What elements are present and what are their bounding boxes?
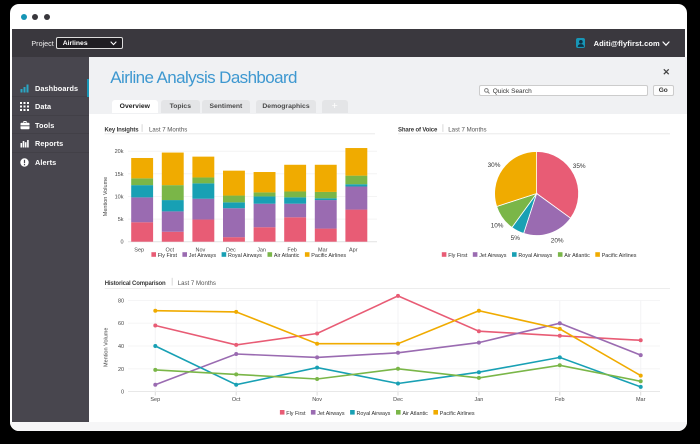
svg-text:Jan: Jan [474, 396, 483, 402]
svg-text:Mention Volume: Mention Volume [103, 327, 109, 366]
svg-text:Pacific Airlines: Pacific Airlines [311, 253, 346, 259]
svg-text:Historical Comparison: Historical Comparison [105, 281, 166, 287]
svg-text:Oct: Oct [166, 247, 175, 253]
svg-text:Fly First: Fly First [158, 253, 178, 259]
svg-text:10%: 10% [491, 222, 504, 229]
svg-text:Jet Airways: Jet Airways [189, 253, 217, 259]
svg-text:30%: 30% [488, 162, 501, 169]
svg-text:Dec: Dec [226, 247, 236, 253]
svg-text:20k: 20k [115, 149, 124, 155]
svg-text:Royal Airways: Royal Airways [518, 253, 552, 259]
svg-text:Jet Airways: Jet Airways [479, 253, 507, 259]
svg-text:Pacific Airlines: Pacific Airlines [602, 253, 637, 259]
svg-text:Nov: Nov [312, 396, 322, 402]
svg-text:Royal Airways: Royal Airways [357, 410, 391, 416]
svg-text:10k: 10k [115, 194, 124, 200]
svg-text:0: 0 [120, 239, 123, 245]
svg-text:80: 80 [118, 298, 124, 304]
svg-text:Air Atlantic: Air Atlantic [274, 253, 300, 259]
svg-text:Dec: Dec [393, 396, 403, 402]
svg-text:Mar: Mar [636, 396, 646, 402]
svg-text:Apr: Apr [349, 247, 358, 253]
svg-text:40: 40 [118, 344, 124, 350]
svg-text:Share of Voice: Share of Voice [398, 127, 438, 133]
svg-text:Pacific Airlines: Pacific Airlines [440, 410, 475, 416]
svg-text:Air Atlantic: Air Atlantic [564, 253, 590, 259]
svg-text:Mar: Mar [318, 247, 328, 253]
svg-text:Sep: Sep [150, 396, 160, 402]
svg-text:Nov: Nov [196, 247, 206, 253]
svg-text:20: 20 [118, 366, 124, 372]
svg-text:Royal Airways: Royal Airways [228, 253, 262, 259]
svg-text:Last 7 Months: Last 7 Months [149, 126, 187, 133]
svg-text:Sep: Sep [134, 247, 144, 253]
svg-text:Key Insights: Key Insights [105, 127, 140, 133]
svg-text:0: 0 [121, 389, 124, 395]
svg-text:Mention Volume: Mention Volume [103, 176, 109, 215]
svg-text:Feb: Feb [287, 247, 296, 253]
svg-text:Last 7 Months: Last 7 Months [448, 126, 486, 133]
svg-text:Last 7 Months: Last 7 Months [178, 280, 216, 287]
svg-text:Jan: Jan [257, 247, 266, 253]
svg-text:Jet Airways: Jet Airways [317, 410, 345, 416]
svg-text:Air Atlantic: Air Atlantic [402, 410, 428, 416]
svg-text:15k: 15k [115, 171, 124, 177]
svg-text:Fly First: Fly First [286, 410, 306, 416]
svg-text:5%: 5% [511, 235, 521, 242]
svg-text:20%: 20% [551, 237, 564, 244]
svg-text:60: 60 [118, 321, 124, 327]
svg-text:35%: 35% [573, 162, 586, 169]
svg-text:Feb: Feb [555, 396, 564, 402]
svg-text:Fly First: Fly First [448, 253, 468, 259]
svg-text:Oct: Oct [232, 396, 241, 402]
svg-text:5k: 5k [118, 217, 124, 223]
